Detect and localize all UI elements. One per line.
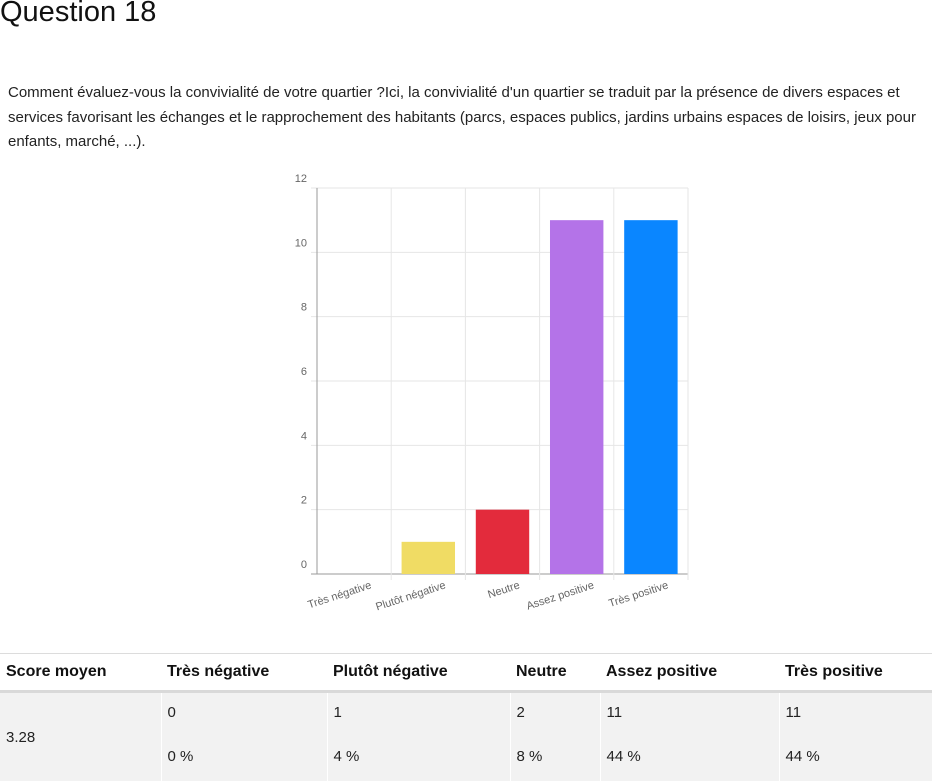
x-category-label: Très positive (607, 579, 670, 610)
bar (624, 220, 678, 574)
y-tick-label: 10 (295, 237, 307, 249)
y-tick-label: 6 (301, 366, 307, 378)
count-cell: 0 (160, 691, 327, 731)
x-category-label: Assez positive (525, 579, 596, 612)
table-row-percents: 0 % 4 % 8 % 44 % 44 % (0, 731, 932, 781)
y-tick-label: 2 (301, 495, 307, 507)
percent-cell: 0 % (161, 731, 327, 781)
table-header-row: Score moyen Très négative Plutôt négativ… (0, 653, 932, 693)
bar-chart: 0 2 4 6 8 10 12 Très négative Plutôt négative Neu… (295, 173, 689, 613)
x-category-label: Neutre (486, 579, 521, 601)
header-assez-positive: Assez positive (600, 653, 779, 693)
bar (549, 220, 604, 574)
bar-chart-svg: 0 2 4 6 8 10 12 Très négative Plutôt négative Neu… (295, 173, 689, 613)
percent-cell: 44 % (599, 731, 779, 781)
y-tick-label: 12 (295, 173, 307, 185)
header-tres-negative: Très négative (161, 653, 327, 693)
question-text: Comment évaluez-vous la convivialité de … (8, 84, 916, 150)
percent-cell: 4 % (326, 731, 510, 781)
x-category-label: Très négative (306, 579, 373, 611)
header-neutre: Neutre (510, 653, 600, 693)
count-cell: 2 (509, 691, 600, 731)
header-score-moyen: Score moyen (0, 653, 161, 693)
count-cell: 1 (326, 691, 510, 731)
y-tick-label: 8 (301, 302, 307, 314)
count-cell: 11 (599, 691, 779, 731)
header-tres-positive: Très positive (779, 653, 932, 693)
count-cell: 11 (778, 691, 932, 731)
results-table: Score moyen Très négative Plutôt négativ… (0, 653, 932, 781)
y-tick-label: 0 (301, 559, 307, 571)
header-plutot-negative: Plutôt négative (327, 653, 510, 693)
x-category-label: Plutôt négative (374, 579, 447, 613)
bar (401, 541, 456, 574)
question-title: Question 18 (0, 0, 157, 28)
score-moyen-value: 3.28 (0, 691, 162, 781)
y-tick-label: 4 (301, 430, 307, 442)
table-row-counts: 3.28 0 1 2 11 11 (0, 691, 932, 781)
percent-cell: 44 % (778, 731, 932, 781)
percent-cell: 8 % (509, 731, 600, 781)
bar (475, 509, 530, 574)
